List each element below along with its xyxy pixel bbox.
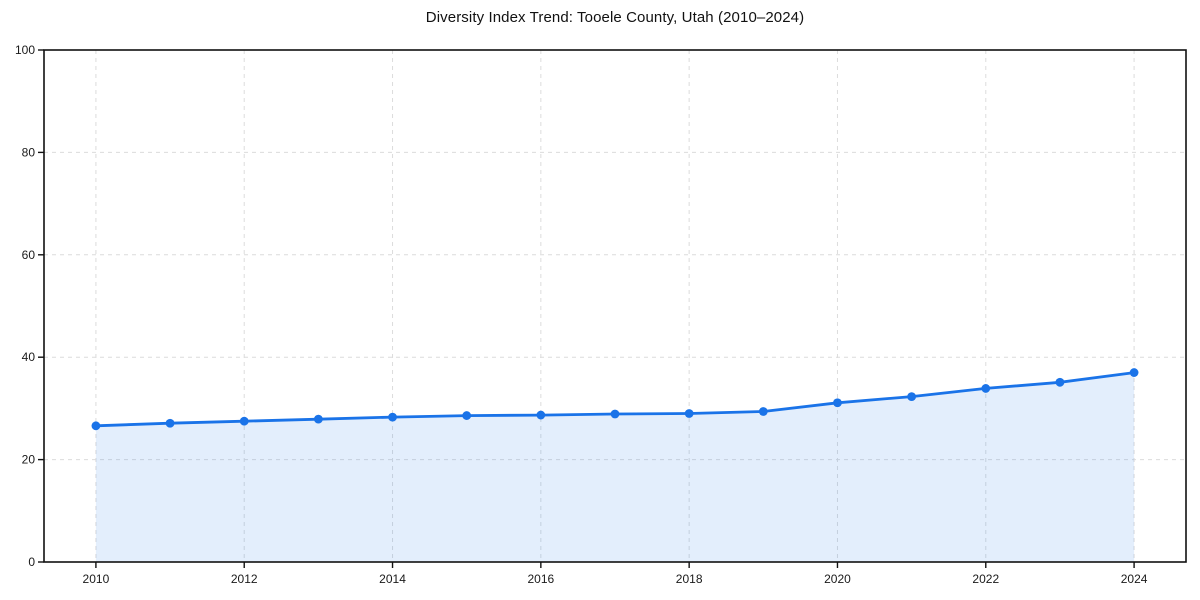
data-point-marker [758, 407, 768, 416]
x-tick-label: 2018 [676, 572, 703, 586]
y-tick-label: 0 [28, 555, 35, 569]
data-point-marker [684, 409, 694, 418]
data-point-marker [833, 398, 842, 408]
x-tick-label: 2024 [1121, 572, 1148, 586]
data-point-marker [981, 384, 991, 393]
x-tick-label: 2010 [83, 572, 110, 586]
data-point-marker [165, 418, 175, 428]
data-point-marker [1055, 377, 1065, 387]
data-point-marker [388, 412, 397, 422]
x-tick-label: 2016 [527, 572, 554, 586]
data-point-marker [907, 392, 917, 402]
data-point-marker [462, 411, 472, 420]
x-tick-label: 2022 [972, 572, 999, 586]
data-point-marker [91, 421, 101, 431]
data-point-marker [1129, 368, 1139, 377]
y-tick-label: 60 [22, 248, 36, 262]
y-tick-label: 80 [22, 145, 36, 159]
y-tick-label: 100 [15, 43, 35, 57]
x-tick-label: 2020 [824, 572, 851, 586]
data-point-marker [313, 414, 323, 424]
data-point-marker [536, 410, 546, 420]
chart-title: Diversity Index Trend: Tooele County, Ut… [425, 9, 805, 26]
x-tick-label: 2012 [231, 572, 258, 586]
y-tick-label: 40 [22, 350, 36, 364]
data-point-marker [610, 409, 620, 419]
data-point-marker [239, 416, 249, 426]
y-tick-label: 20 [22, 453, 36, 467]
area-fill [95, 372, 1135, 562]
plot-border [43, 49, 1187, 563]
x-tick-label: 2014 [379, 572, 406, 586]
